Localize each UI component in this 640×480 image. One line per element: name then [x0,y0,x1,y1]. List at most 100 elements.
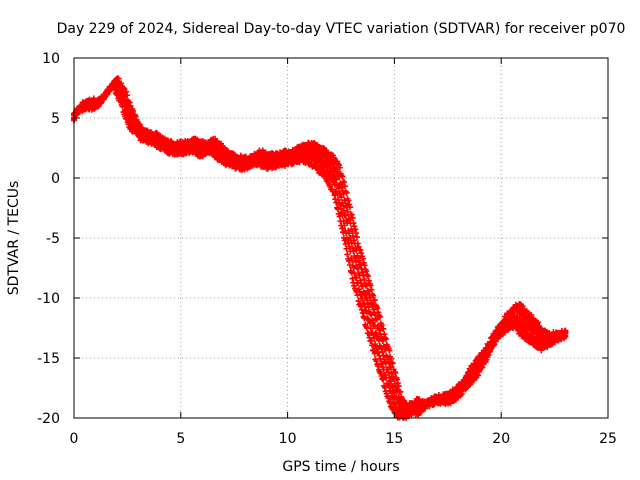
data-point [378,322,385,329]
data-point [364,297,371,304]
y-axis-label: SDTVAR / TECUs [6,181,22,296]
data-point [346,230,353,237]
y-tick-label: 0 [51,171,60,187]
data-point [370,292,377,299]
data-point [528,311,535,318]
data-point [108,85,115,92]
data-point [349,227,356,234]
data-point [394,376,401,383]
data-point [364,272,371,279]
data-point [351,223,358,230]
data-point [375,309,382,316]
data-point [380,376,387,383]
data-point [341,178,348,185]
data-point [487,339,494,346]
data-point [376,327,383,334]
data-point [395,383,402,390]
data-point [359,310,366,317]
x-tick-label: 15 [385,431,403,447]
data-point [385,394,392,401]
data-point [358,250,365,257]
data-point [343,245,350,252]
data-point [130,107,137,114]
data-point [101,93,108,100]
data-point [464,369,471,376]
data-point [361,262,368,269]
data-point [397,388,404,395]
data-point [338,184,345,191]
data-point [369,342,376,349]
data-point [342,212,349,219]
data-point [336,164,343,171]
data-point [355,254,362,261]
data-point [519,303,526,310]
data-point [371,350,378,357]
data-point [386,347,393,354]
data-point [339,173,346,180]
data-point [500,319,507,326]
data-point [362,307,369,314]
data-point [463,373,470,380]
data-point [363,268,370,275]
x-tick-label: 5 [176,431,185,447]
data-point [345,197,352,204]
data-point [335,185,342,192]
data-point [350,237,357,244]
data-point [365,304,372,311]
x-tick-label: 25 [599,431,617,447]
data-point [341,222,348,229]
data-points [71,75,569,421]
data-point [367,294,374,301]
data-point [336,213,343,220]
data-point [350,248,357,255]
data-point [337,205,344,212]
data-point [350,232,357,239]
data-point [373,345,380,352]
data-point [375,363,382,370]
data-point [126,99,133,106]
data-point [118,80,125,87]
data-point [470,362,477,369]
data-point [379,338,386,345]
data-point [384,381,391,388]
data-point [347,204,354,211]
data-point [381,331,388,338]
y-tick-label: 10 [42,51,60,67]
data-point [374,305,381,312]
data-point [368,311,375,318]
data-point [344,251,351,258]
x-tick-label: 0 [70,431,79,447]
data-point [562,330,569,337]
data-point [333,176,340,183]
data-point [355,243,362,250]
data-point [348,211,355,218]
data-point [338,172,345,179]
data-point [373,316,380,323]
data-point [346,243,353,250]
y-tick-label: -5 [46,231,60,247]
data-point [391,368,398,375]
data-point [519,318,526,325]
data-point [349,257,356,264]
axis-ticks: 0 5 10 15 20 25 -20 -15 -10 -5 0 5 10 [37,51,617,447]
data-point [381,384,388,391]
data-point [349,214,356,221]
data-point [358,306,365,313]
data-point [391,389,398,396]
data-point [382,336,389,343]
data-point [355,257,362,264]
data-point [357,247,364,254]
data-point [535,319,542,326]
data-point [245,157,252,164]
data-point [357,291,364,298]
data-point [365,277,372,284]
data-point [367,325,374,332]
data-point [370,322,377,329]
data-point [344,208,351,215]
data-point [120,85,127,92]
data-point [123,88,130,95]
data-point [371,297,378,304]
data-point [354,240,361,247]
data-point [522,328,529,335]
